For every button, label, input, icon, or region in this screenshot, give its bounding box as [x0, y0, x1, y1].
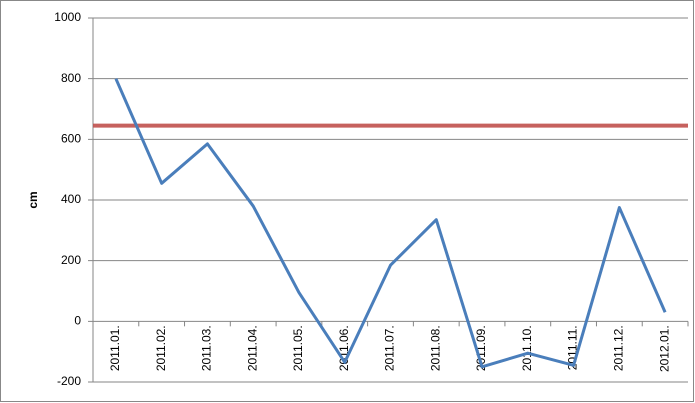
x-tick-label: 2012.01.	[657, 325, 671, 372]
x-tick-label: 2011.06.	[337, 325, 351, 371]
y-tick-label: 800	[61, 71, 81, 85]
x-tick-label: 2011.04.	[245, 325, 259, 371]
x-tick-label: 2011.09.	[474, 325, 488, 371]
x-tick-label: 2011.05.	[291, 325, 305, 371]
y-tick-label: 400	[61, 192, 81, 206]
line-series	[114, 78, 667, 369]
y-axis-label: cm	[26, 191, 40, 208]
y-tick-label: 0	[74, 314, 81, 328]
x-tick-label: 2011.03.	[200, 325, 214, 371]
y-tick-label: -200	[57, 374, 81, 388]
y-tick-label: 200	[61, 253, 81, 267]
x-tick-label: 2011.12.	[612, 325, 626, 371]
x-tick-label: 2011.08.	[428, 325, 442, 371]
y-tick-label: 600	[61, 132, 81, 146]
x-tick-label: 2011.01.	[108, 325, 122, 371]
x-tick-label: 2011.02.	[154, 325, 168, 371]
y-tick-label: 1000	[54, 10, 81, 24]
x-tick-label: 2011.07.	[383, 325, 397, 371]
x-tick-label: 2011.10.	[520, 325, 534, 371]
